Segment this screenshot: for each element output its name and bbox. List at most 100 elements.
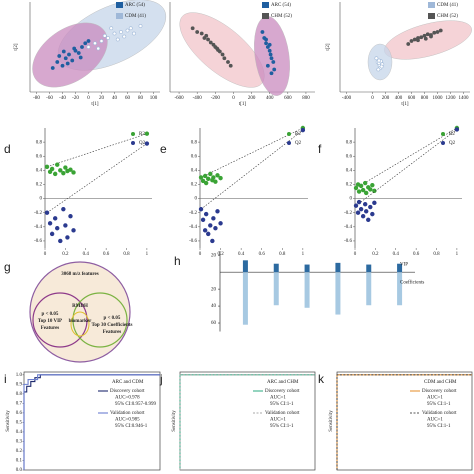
legend-label: ARC (54) — [271, 3, 291, 8]
bar — [273, 263, 279, 273]
auc-label: AUC=0.978 — [115, 396, 140, 401]
bar — [335, 272, 341, 315]
auc-label: AUC=1 — [427, 396, 443, 401]
y-tick-label: 40 — [211, 304, 217, 309]
set-label: Top 10 VIP — [38, 319, 62, 324]
point — [356, 199, 362, 205]
panel: -600 -400 -200 0 200 400 600 800 t[1] ARC (54) CHM… — [169, 2, 315, 107]
point — [370, 182, 375, 188]
legend-label: Validation cohort — [265, 411, 300, 416]
venn: 3068 m/z features p < 0.05 Top 10 VIP Featu… — [29, 261, 133, 363]
point — [55, 60, 60, 64]
x-tick-label: 0 — [87, 96, 90, 101]
point — [422, 33, 427, 38]
point — [208, 171, 213, 177]
ci-label: 95% CI:0.957-0.999 — [115, 402, 156, 407]
point — [435, 30, 440, 34]
bar — [304, 272, 310, 308]
bar — [397, 263, 403, 273]
point — [57, 54, 62, 58]
trend-line — [355, 127, 458, 189]
x-tick-label: 0.4 — [238, 252, 245, 257]
point — [112, 31, 117, 36]
y-tick-label: 0.6 — [346, 154, 353, 159]
roc-panel: 1.0 0.9 0.8 0.7 0.6 0.5 0.4 0.3 0.2 0.1 0.0 Sensiti… — [6, 371, 161, 473]
point — [260, 30, 265, 34]
point — [264, 41, 268, 46]
point — [198, 175, 204, 180]
point — [144, 141, 150, 146]
point — [419, 35, 424, 40]
point — [204, 33, 209, 38]
point — [228, 63, 233, 68]
bar — [366, 272, 372, 306]
overlap-label: RMDH — [72, 304, 88, 309]
point — [269, 71, 274, 76]
point — [215, 209, 220, 214]
x-tick-label: 1 — [146, 252, 149, 257]
point — [138, 24, 143, 28]
point — [55, 162, 60, 167]
x-tick-label: 0.2 — [62, 252, 69, 257]
x-tick-label: -20 — [72, 96, 79, 101]
y-tick-label: 0.4 — [346, 168, 353, 173]
x-tick-label: 1 — [302, 252, 305, 257]
point — [65, 235, 70, 240]
panel-letter: k — [318, 372, 325, 386]
bar — [335, 262, 341, 273]
point — [93, 41, 97, 46]
point — [86, 39, 91, 43]
legend-label: Q2 — [139, 141, 146, 146]
point — [438, 28, 443, 33]
x-tick-label: 0.8 — [433, 252, 440, 257]
right-set — [72, 292, 128, 348]
x-tick-label: 0 — [371, 96, 374, 101]
bar — [366, 264, 372, 273]
point — [265, 63, 270, 68]
trend-line — [200, 127, 303, 178]
y-tick-label: 20 — [211, 287, 217, 292]
legend-label: CDM (41) — [125, 14, 146, 19]
point — [58, 168, 63, 173]
point — [454, 127, 460, 132]
x-tick-label: 1 — [456, 252, 459, 257]
y-tick-label: 0.4 — [16, 430, 23, 435]
x-tick-label: -400 — [342, 96, 352, 101]
y-tick-label: -0.6 — [34, 239, 42, 244]
roc-curve — [23, 374, 160, 470]
set-label: Features — [41, 326, 60, 331]
x-tick-label: 0.8 — [279, 252, 286, 257]
x-tick-label: 1000 — [433, 96, 444, 101]
x-tick-label: 800 — [302, 96, 310, 101]
point — [128, 26, 133, 31]
point — [218, 221, 223, 226]
point — [190, 26, 195, 31]
point — [366, 217, 371, 222]
point — [78, 55, 83, 60]
point — [377, 58, 381, 63]
x-tick-label: 100 — [150, 96, 158, 101]
point — [71, 228, 76, 233]
plot-frame — [336, 371, 473, 471]
point — [269, 56, 274, 61]
point — [44, 210, 50, 215]
point — [379, 64, 384, 69]
panel-letter: j — [159, 372, 163, 386]
y-tick-label: -0.2 — [34, 211, 42, 216]
y-tick-label: 20 — [211, 253, 217, 258]
set-label: Features — [103, 330, 122, 335]
point — [300, 127, 306, 133]
point — [122, 34, 127, 39]
bar-panel: 20 20 40 60 VIP Coefficients — [211, 251, 424, 332]
point — [360, 214, 366, 219]
legend-label: R2 — [139, 132, 145, 137]
point — [206, 37, 210, 42]
point — [96, 46, 101, 51]
x-tick-label: 200 — [382, 96, 390, 101]
y-tick-label: 0.6 — [36, 154, 43, 159]
point — [200, 178, 206, 184]
legend-label: Validation cohort — [110, 411, 145, 416]
point — [264, 37, 268, 42]
panel-letter: h — [174, 254, 181, 268]
point — [119, 30, 123, 34]
